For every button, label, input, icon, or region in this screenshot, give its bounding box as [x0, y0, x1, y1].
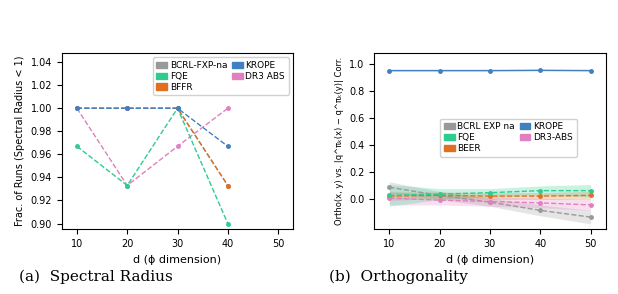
Y-axis label: Frac. of Runs (Spectral Radius < 1): Frac. of Runs (Spectral Radius < 1): [15, 56, 25, 226]
Legend: BCRL-FXP-na, FQE, BFFR, KROPE, DR3 ABS: BCRL-FXP-na, FQE, BFFR, KROPE, DR3 ABS: [153, 57, 289, 95]
X-axis label: d (ϕ dimension): d (ϕ dimension): [133, 255, 222, 265]
X-axis label: d (ϕ dimension): d (ϕ dimension): [446, 255, 534, 265]
Text: (a)  Spectral Radius: (a) Spectral Radius: [19, 269, 172, 283]
Y-axis label: Ortho(x, y) vs. |q^πₖ(x) − q^πₖ(y)| Corr.: Ortho(x, y) vs. |q^πₖ(x) − q^πₖ(y)| Corr…: [334, 57, 344, 225]
Text: (b)  Orthogonality: (b) Orthogonality: [329, 269, 468, 283]
Legend: BCRL EXP na, FQE, BEER, KROPE, DR3-ABS: BCRL EXP na, FQE, BEER, KROPE, DR3-ABS: [441, 119, 577, 156]
